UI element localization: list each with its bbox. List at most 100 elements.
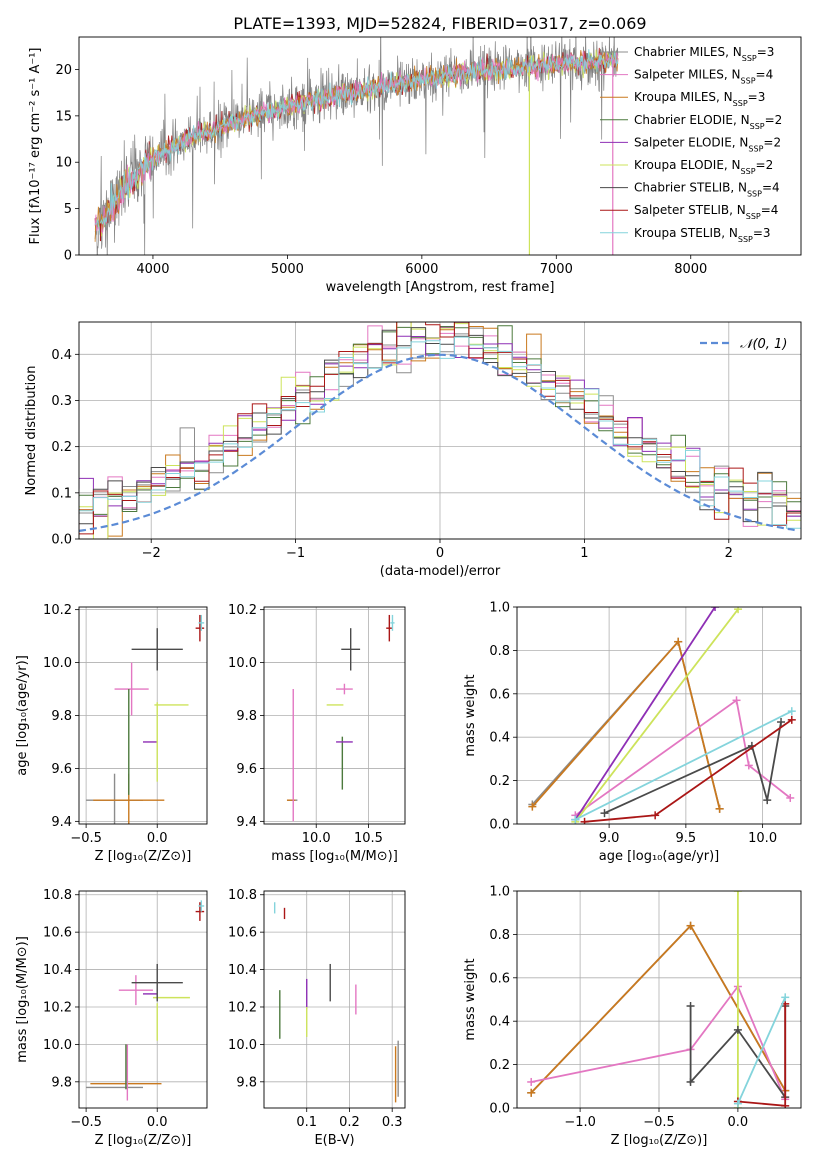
y-tick-label: 10.0	[228, 656, 257, 671]
y-tick-label: 9.8	[51, 709, 72, 724]
y-tick-label: 9.4	[51, 815, 72, 830]
x-axis-label: (data-model)/error	[380, 564, 501, 579]
y-tick-label: 0.3	[51, 394, 72, 409]
x-tick-label: 0.3	[382, 1115, 403, 1130]
x-tick-label: 10.5	[354, 831, 383, 846]
weight-marker	[527, 1077, 536, 1086]
legend-entry: Kroupa MILES, NSSP=3	[634, 90, 765, 108]
plot-area	[94, 37, 619, 255]
weight-line	[574, 710, 793, 821]
x-tick-label: 9.5	[676, 831, 697, 846]
weight-marker	[711, 607, 720, 611]
grid	[264, 891, 405, 1108]
observed-spectrum	[94, 37, 619, 255]
mass-vs-ebv-panel: 0.1 0.2 0.3 9.8 10.0 10.2 10.4 10.6 10.8 E(B-V)	[228, 888, 406, 1148]
y-tick-label: 10.6	[228, 926, 257, 941]
y-tick-label: 5	[64, 202, 72, 217]
x-tick-label: 1	[580, 546, 588, 561]
errorbar-point	[390, 614, 395, 631]
errorbar-point	[131, 628, 183, 671]
y-tick-label: 10.2	[228, 1000, 257, 1015]
y-tick-label: 9.6	[236, 762, 257, 777]
legend-entry: Kroupa ELODIE, NSSP=2	[634, 158, 773, 176]
y-tick-label: 0.2	[51, 440, 72, 455]
x-tick-label: −0.5	[70, 1115, 102, 1130]
y-axis-label: mass weight	[463, 958, 478, 1040]
ticks: −2 −1 0 1 2 0.0 0.1 0.2 0.3 0.4	[51, 348, 733, 561]
ticks: 0.1 0.2 0.3 9.8 10.0 10.2 10.4 10.6 10.8	[228, 888, 402, 1130]
y-axis-label: age [log₁₀(age/yr)]	[15, 655, 30, 776]
plot-area	[527, 891, 790, 1108]
y-tick-label: 10.4	[228, 963, 257, 978]
weight-marker	[651, 811, 660, 820]
errorbar-point	[118, 975, 153, 1006]
x-tick-label: 0.0	[147, 1115, 168, 1130]
legend-entry: Salpeter STELIB, NSSP=4	[634, 203, 778, 221]
weight-line	[531, 984, 787, 1100]
y-tick-label: 10.2	[228, 603, 257, 618]
y-tick-label: 0.8	[489, 928, 510, 943]
weight-marker	[733, 1099, 742, 1108]
y-tick-label: 20	[55, 63, 72, 78]
y-axis-label: mass [log₁₀(M/M⊙)]	[15, 936, 30, 1063]
axes-frame	[263, 606, 406, 825]
y-tick-label: 0.1	[51, 486, 72, 501]
y-tick-label: 9.4	[236, 815, 257, 830]
errorbar-point	[114, 662, 149, 716]
errorbar-point	[195, 614, 205, 642]
y-tick-label: 0.2	[489, 774, 510, 789]
grid	[517, 606, 801, 825]
x-axis-label: wavelength [Angstrom, rest frame]	[326, 280, 555, 295]
weight-line	[531, 639, 721, 810]
weight-marker	[528, 802, 537, 811]
legend-entry: Kroupa STELIB, NSSP=3	[634, 226, 771, 244]
ticks: −0.5 0.0 9.8 10.0 10.2 10.4 10.6 10.8	[43, 888, 168, 1130]
errorbar-point	[336, 683, 353, 695]
errorbar-point	[386, 614, 393, 642]
y-axis-label: mass weight	[463, 674, 478, 756]
model-spectrum	[94, 49, 619, 236]
x-axis-label: age [log₁₀(age/yr)]	[599, 849, 720, 864]
legend-entry: Salpeter MILES, NSSP=4	[634, 68, 773, 86]
x-tick-label: 0.0	[728, 1115, 749, 1130]
y-tick-label: 10.8	[43, 888, 72, 903]
legend-entry: Chabrier STELIB, NSSP=4	[634, 181, 780, 199]
weight-line	[574, 608, 739, 823]
plot-area	[79, 322, 801, 539]
x-tick-label: 6000	[405, 262, 438, 277]
x-tick-label: 8000	[674, 262, 707, 277]
weight-marker	[777, 718, 786, 727]
weight-marker	[763, 796, 772, 805]
legend-entry: Salpeter ELODIE, NSSP=2	[634, 135, 781, 153]
y-tick-label: 10.0	[228, 1038, 257, 1053]
weight-vs-Z-panel: −1.0 −0.5 0.0 0.0 0.2 0.4 0.6 0.8 1.0 Z [log₁₀(Z/…	[463, 885, 802, 1148]
y-tick-label: 0.6	[489, 687, 510, 702]
x-tick-label: 4000	[136, 262, 169, 277]
weight-marker	[744, 761, 753, 770]
y-tick-label: 10	[55, 156, 72, 171]
axes-frame	[516, 890, 802, 1109]
weight-line	[574, 607, 716, 821]
x-tick-label: 9.0	[599, 831, 620, 846]
x-axis-label: E(B-V)	[314, 1133, 354, 1148]
ticks: −1.0 −0.5 0.0 0.0 0.2 0.4 0.6 0.8 1.0	[489, 885, 748, 1131]
weight-marker	[781, 993, 790, 1002]
errorbar-point	[198, 900, 205, 912]
grid	[79, 607, 207, 824]
x-tick-label: 10.0	[302, 831, 331, 846]
y-tick-label: 0.0	[51, 533, 72, 548]
y-tick-label: 0.8	[489, 644, 510, 659]
x-tick-label: 0	[436, 546, 444, 561]
y-tick-label: 9.8	[51, 1075, 72, 1090]
errorbar-point	[341, 628, 361, 671]
axes-frame	[78, 606, 208, 825]
x-tick-label: −0.5	[643, 1115, 675, 1130]
weight-marker	[600, 809, 609, 818]
plot-area	[86, 614, 205, 824]
errorbar-point	[195, 902, 205, 921]
weight-marker	[686, 921, 695, 930]
y-tick-label: 1.0	[489, 601, 510, 616]
axes-frame	[78, 890, 208, 1109]
weight-marker	[733, 1025, 742, 1034]
